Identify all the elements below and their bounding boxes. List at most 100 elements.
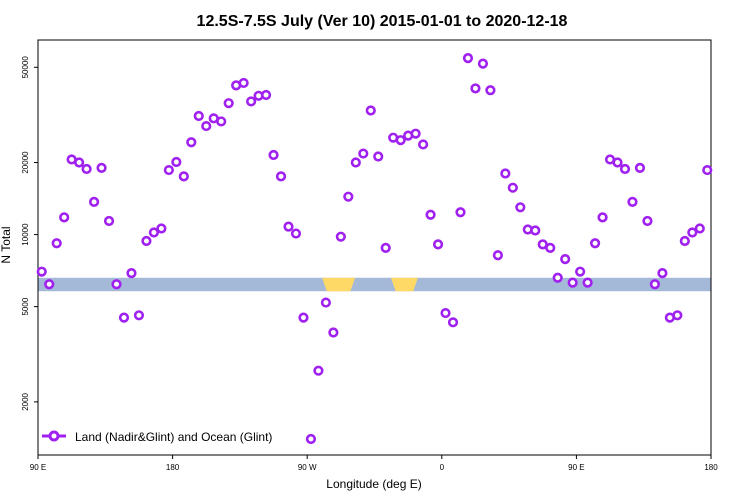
data-point: [328, 327, 339, 338]
plot-frame: [37, 39, 712, 456]
x-tick-label-5: 90 E: [568, 463, 584, 472]
data-point: [507, 182, 518, 193]
y-tick-label-5: 50000: [21, 56, 30, 79]
data-point: [589, 238, 601, 249]
data-point: [492, 250, 503, 261]
data-point: [305, 433, 317, 445]
data-point: [350, 157, 361, 168]
x-tick-label-2: 180: [166, 463, 180, 472]
data-point: [335, 231, 346, 242]
data-point: [462, 53, 474, 64]
data-point: [103, 215, 115, 227]
data-point: [163, 164, 174, 176]
x-axis: 90 E 180 90 W 0 90 E 180: [30, 455, 718, 472]
data-point: [156, 223, 167, 234]
data-point: [560, 253, 571, 265]
data-point: [418, 139, 429, 150]
data-point: [246, 96, 257, 107]
data-point: [186, 137, 197, 148]
x-tick-label-3: 90 W: [298, 463, 317, 472]
data-point: [148, 227, 160, 238]
data-point: [178, 171, 189, 182]
data-point: [118, 312, 130, 323]
data-point: [552, 272, 563, 283]
data-point: [223, 98, 234, 109]
data-point: [141, 235, 152, 247]
data-point: [275, 171, 287, 182]
data-point: [425, 209, 436, 220]
data-point: [447, 317, 459, 328]
x-tick-label-6: 180: [704, 463, 718, 472]
data-point: [395, 135, 406, 146]
data-point: [455, 207, 466, 218]
legend-circle-marker: [48, 430, 60, 442]
data-point: [320, 297, 331, 308]
data-point: [44, 279, 55, 290]
data-point: [216, 116, 227, 127]
data-point: [358, 148, 369, 159]
land-span-1: [322, 277, 356, 292]
y-tick-label-2: 5000: [21, 297, 30, 315]
data-point: [126, 268, 137, 279]
data-point: [51, 238, 62, 249]
data-point: [171, 156, 182, 168]
data-point: [567, 277, 578, 288]
data-point: [380, 242, 391, 253]
data-points: [36, 53, 713, 445]
surface-band: [38, 277, 711, 292]
x-axis-label: Longitude (deg E): [326, 477, 421, 491]
data-point: [470, 83, 481, 94]
data-point: [111, 279, 122, 290]
data-point: [515, 202, 526, 213]
data-point: [59, 212, 70, 223]
data-point: [657, 268, 668, 279]
data-point: [634, 162, 646, 173]
data-point: [619, 163, 631, 175]
land-span-2: [390, 277, 418, 292]
data-point: [201, 120, 212, 132]
x-tick-label-1: 90 E: [30, 463, 46, 472]
data-point: [687, 227, 698, 238]
data-point: [545, 242, 556, 253]
y-tick-label-1: 2000: [21, 392, 30, 410]
y-tick-label-4: 20000: [21, 151, 30, 174]
x-tick-label-4: 0: [440, 463, 445, 472]
data-point: [81, 163, 92, 175]
data-point: [133, 310, 145, 321]
data-point: [260, 89, 272, 101]
data-point: [298, 312, 309, 323]
data-point: [290, 228, 302, 239]
data-point: [649, 279, 661, 290]
data-point: [642, 215, 653, 227]
legend-entry-label: Land (Nadir&Glint) and Ocean (Glint): [75, 430, 272, 444]
data-point: [477, 58, 489, 69]
data-point: [485, 85, 496, 96]
y-axis: 2000 5000 10000 20000 50000: [21, 56, 38, 411]
data-point: [500, 168, 511, 179]
data-point: [313, 365, 324, 376]
data-point: [268, 149, 279, 161]
data-point: [575, 266, 586, 277]
chart-title: 12.5S-7.5S July (Ver 10) 2015-01-01 to 2…: [197, 13, 568, 30]
data-point: [193, 110, 204, 122]
data-point: [627, 196, 638, 207]
y-tick-label-3: 10000: [21, 223, 30, 246]
data-point: [702, 164, 713, 176]
data-point: [694, 223, 705, 234]
data-point: [432, 239, 444, 250]
data-point: [410, 128, 421, 139]
data-point: [597, 212, 608, 223]
y-axis-label: N Total: [0, 226, 13, 263]
data-point: [343, 191, 354, 202]
data-point: [238, 77, 249, 89]
data-point: [440, 307, 451, 319]
data-point: [74, 157, 85, 168]
data-point: [530, 225, 541, 236]
data-point: [672, 310, 683, 321]
data-point: [679, 235, 690, 247]
data-point: [373, 151, 384, 162]
data-point: [365, 105, 376, 116]
data-point: [283, 221, 294, 232]
data-point: [96, 162, 107, 173]
